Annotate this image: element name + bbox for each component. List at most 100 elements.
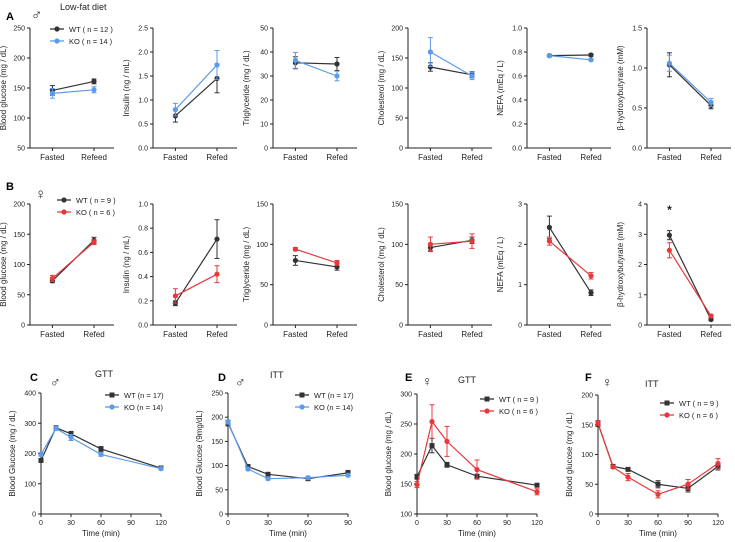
y-tick-label: 1 [518, 282, 522, 289]
series-line-wt [174, 77, 218, 117]
x-tick-label: Refeed [81, 153, 107, 162]
panel-label: E [405, 372, 412, 384]
x-tick-label: Refed [461, 330, 482, 339]
x-tick-label: Refed [700, 330, 721, 339]
series-line-ko [430, 240, 473, 245]
data-point [588, 273, 594, 279]
x-tick-label: Refed [580, 153, 601, 162]
diet-label: Low-fat diet [60, 2, 107, 12]
y-tick-label: 50 [395, 116, 403, 123]
x-tick-label: 90 [503, 520, 511, 527]
y-tick-label: 200 [391, 26, 403, 33]
data-point [292, 246, 298, 252]
data-point [429, 443, 435, 449]
y-tick-label: 300 [400, 392, 412, 399]
y-tick-label: 250 [13, 26, 25, 33]
data-point [245, 466, 251, 472]
y-axis-label: Triglyceride (mg / dL) [242, 50, 251, 126]
y-tick-label: 100 [211, 463, 223, 470]
series-line-ko [430, 51, 473, 77]
legend-marker [299, 392, 305, 398]
y-tick-label: 0.8 [512, 50, 522, 57]
y-tick-label: 0.5 [632, 106, 642, 113]
x-tick-label: 90 [344, 520, 352, 527]
data-point [98, 451, 104, 458]
y-tick-label: 50 [17, 146, 25, 153]
x-tick-label: 30 [443, 520, 451, 527]
chart-panel-d-13: 0 50 100 150 200 250 0 30 60 90 Time (min) Blood Gl… [195, 370, 354, 538]
y-tick-label: 100 [400, 512, 412, 519]
male-symbol-icon: ♂ [235, 374, 246, 390]
y-axis-label: Blood glucose (mg / dL) [0, 222, 8, 307]
y-tick-label: 1.0 [632, 66, 642, 73]
y-tick-label: 2.5 [138, 26, 148, 33]
y-axis-label: Cholesterol (mg / dL) [377, 50, 386, 125]
data-point [427, 49, 433, 55]
y-axis-label: Blood glucose (mg / dL) [384, 411, 393, 496]
series-line-ko [175, 273, 218, 297]
data-point [534, 482, 540, 488]
series-line-wt [548, 227, 592, 294]
data-point [588, 57, 594, 63]
data-point [334, 73, 340, 79]
series-line-ko [174, 64, 218, 111]
x-tick-label: Refed [580, 330, 601, 339]
x-tick-label: Fasted [657, 153, 681, 162]
data-point [214, 62, 220, 68]
y-tick-label: 1.5 [138, 74, 148, 81]
data-point [38, 457, 44, 463]
data-point [666, 232, 673, 238]
legend-marker [484, 396, 490, 402]
x-tick-label: Fasted [163, 153, 187, 162]
y-tick-label: 150 [13, 232, 25, 239]
legend-label: KO ( n = 6 ) [499, 407, 538, 416]
x-tick-label: 30 [624, 520, 632, 527]
data-point [469, 73, 475, 79]
y-tick-label: 300 [24, 421, 36, 428]
chart-panel-f-15: 0 50 100 150 200 0 30 60 90 120 Time (min) Blood gl… [565, 379, 724, 538]
data-point [625, 474, 631, 480]
y-axis-label: Insulin (ng / mL) [122, 59, 131, 117]
chart-panel-a-4: 0.0 0.2 0.4 0.6 0.8 1.0 Fasted Refed NEFA (mEq /… [496, 26, 611, 162]
chart-panel-c-12: 0 100 200 300 400 0 30 60 90 120 Time (min) Blood G… [8, 369, 167, 538]
data-point [53, 425, 59, 431]
significance-marker: * [667, 203, 672, 217]
y-axis-label: Blood Glucose (9mg/dL) [195, 410, 204, 497]
x-tick-label: Fasted [163, 330, 187, 339]
data-point [427, 64, 433, 70]
x-tick-label: 60 [654, 520, 662, 527]
chart-panel-b-9: 0 50 100 150 Fasted Refed Cholesterol (mg / dL… [377, 202, 492, 339]
x-tick-label: Fasted [418, 330, 442, 339]
y-tick-label: 10 [260, 122, 268, 129]
y-tick-label: 100 [24, 481, 36, 488]
y-tick-label: 200 [211, 415, 223, 422]
y-tick-label: 3 [518, 202, 522, 209]
data-point [158, 466, 164, 472]
data-point [91, 239, 97, 245]
legend-marker [299, 404, 305, 410]
series-line-ko [668, 249, 712, 317]
y-tick-label: 0.0 [512, 146, 522, 153]
y-tick-label: 0.4 [138, 274, 148, 281]
series-line-ko [295, 59, 338, 77]
x-tick-label: Fasted [657, 330, 681, 339]
series-line-ko [549, 55, 592, 61]
chart-panel-a-5: 0.0 0.5 1.0 1.5 Fasted Refed β-hydroxybutyrate… [616, 26, 731, 162]
legend-label: WT (n = 17) [124, 391, 164, 400]
data-point [444, 462, 450, 468]
series-line-wt [668, 64, 712, 107]
chart-panel-b-7: 0.0 0.2 0.4 0.6 0.8 1.0 Fasted Refed Insulin (ng… [122, 202, 237, 339]
data-point [334, 61, 340, 67]
data-point [68, 431, 74, 437]
legend-label: KO (n = 14) [124, 403, 163, 412]
y-tick-label: 0.2 [138, 298, 148, 305]
y-tick-label: 0 [264, 146, 268, 153]
series-line-ko [549, 240, 592, 277]
y-tick-label: 150 [211, 439, 223, 446]
y-tick-label: 100 [13, 262, 25, 269]
y-tick-label: 1.5 [632, 26, 642, 33]
data-point [91, 78, 97, 84]
y-tick-label: 50 [17, 292, 25, 299]
x-tick-label: 90 [127, 520, 135, 527]
legend-marker [54, 26, 60, 32]
